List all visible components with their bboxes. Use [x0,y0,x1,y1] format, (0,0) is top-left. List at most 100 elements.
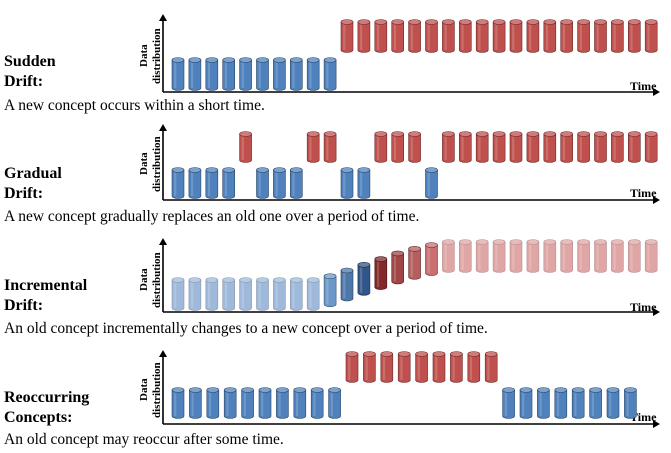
data-cylinder [442,131,455,163]
data-cylinder [611,19,624,53]
data-cylinder [560,19,574,53]
data-cylinder [492,239,506,273]
panel-title: Gradual Drift: [4,165,62,202]
data-cylinder [415,351,428,383]
data-cylinder [223,387,237,419]
data-cylinder [323,131,337,163]
data-cylinder [458,239,472,273]
data-cylinder [205,277,219,311]
data-cylinder [273,277,286,311]
data-cylinder [442,239,455,273]
data-cylinder [408,131,421,163]
data-cylinder [222,57,235,91]
data-cylinder [408,246,421,280]
data-cylinder [340,267,354,302]
data-cylinder [363,351,376,383]
data-cylinder [293,387,307,419]
data-cylinder [222,167,235,199]
data-cylinder [306,131,320,163]
data-cylinder [526,19,540,53]
data-cylinder [442,19,455,53]
data-cylinder [289,277,303,311]
data-cylinder [425,242,438,276]
data-cylinder [526,131,540,163]
axes [159,350,660,428]
data-cylinder [340,19,354,53]
data-cylinder [594,19,607,53]
data-cylinder [391,131,405,163]
data-cylinder [205,167,219,199]
data-cylinder [189,387,202,419]
data-cylinder [391,250,405,285]
data-cylinder [323,273,337,307]
data-cylinder [484,351,498,383]
panel-description: An old concept incrementally changes to … [4,320,488,337]
data-cylinder [526,239,540,273]
axes [159,124,660,204]
data-cylinder [627,239,641,273]
x-axis-label: Time [630,186,657,200]
data-cylinder [345,351,359,383]
data-cylinder [256,57,269,91]
data-cylinder [502,387,515,419]
data-cylinder [188,57,202,91]
data-cylinder [577,131,590,163]
data-cylinder [543,239,557,273]
data-cylinder [205,57,219,91]
data-cylinder [357,167,371,199]
data-cylinder [425,167,438,199]
data-cylinder [273,167,286,199]
panel-description: A new concept gradually replaces an old … [4,208,420,225]
incremental-drift-panel: Incremental Drift: Data distribution Tim… [0,230,671,342]
data-cylinder [273,57,286,91]
data-cylinder [611,239,624,273]
data-cylinder [644,131,658,163]
data-cylinder [171,387,185,419]
data-cylinder [644,19,658,53]
drift-diagram [159,14,660,96]
data-cylinder [509,19,523,53]
data-cylinder [289,167,303,199]
data-cylinder [519,387,533,419]
data-cylinder [475,19,489,53]
data-cylinder [188,277,202,311]
data-cylinder [188,167,202,199]
data-cylinder [606,387,620,419]
data-cylinder [492,19,506,53]
data-cylinder [206,387,220,419]
data-cylinder [611,131,624,163]
data-cylinder [374,19,388,53]
sudden-drift-panel: Sudden Drift: Data distribution Time A n… [0,0,671,115]
data-cylinder [589,387,602,419]
data-cylinder [594,131,607,163]
data-cylinder [239,131,252,163]
data-cylinder [222,277,235,311]
panel-description: An old concept may reoccur after some ti… [4,431,284,448]
panel-description: A new concept occurs within a short time… [4,97,265,114]
data-cylinder [171,277,185,311]
data-cylinder [467,351,481,383]
drift-diagram [159,238,660,316]
data-cylinder [241,387,254,419]
x-axis-label: Time [630,79,657,93]
data-cylinder [276,387,289,419]
data-cylinder [627,19,641,53]
panel-title: Sudden Drift: [4,53,56,90]
data-cylinder [571,387,585,419]
data-cylinder [537,387,550,419]
data-cylinder [239,57,252,91]
axes [159,14,660,96]
panel-title: Reoccurring Concepts: [4,389,90,426]
data-cylinder [554,387,568,419]
data-cylinder [408,19,421,53]
data-cylinder [357,19,371,53]
data-cylinder [374,256,388,290]
data-cylinder [492,131,506,163]
data-cylinder [380,351,394,383]
data-cylinder [310,387,324,419]
data-cylinder [357,261,371,296]
data-cylinder [627,131,641,163]
data-cylinder [256,277,269,311]
data-cylinder [543,19,557,53]
drift-diagram [159,124,660,204]
